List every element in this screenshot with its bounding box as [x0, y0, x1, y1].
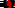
Text: (f): (f) [2, 0, 15, 8]
Text: More than two unstable open-loop poles, DC gain is 1.25, with following Nyquist : More than two unstable open-loop poles, … [2, 0, 15, 8]
